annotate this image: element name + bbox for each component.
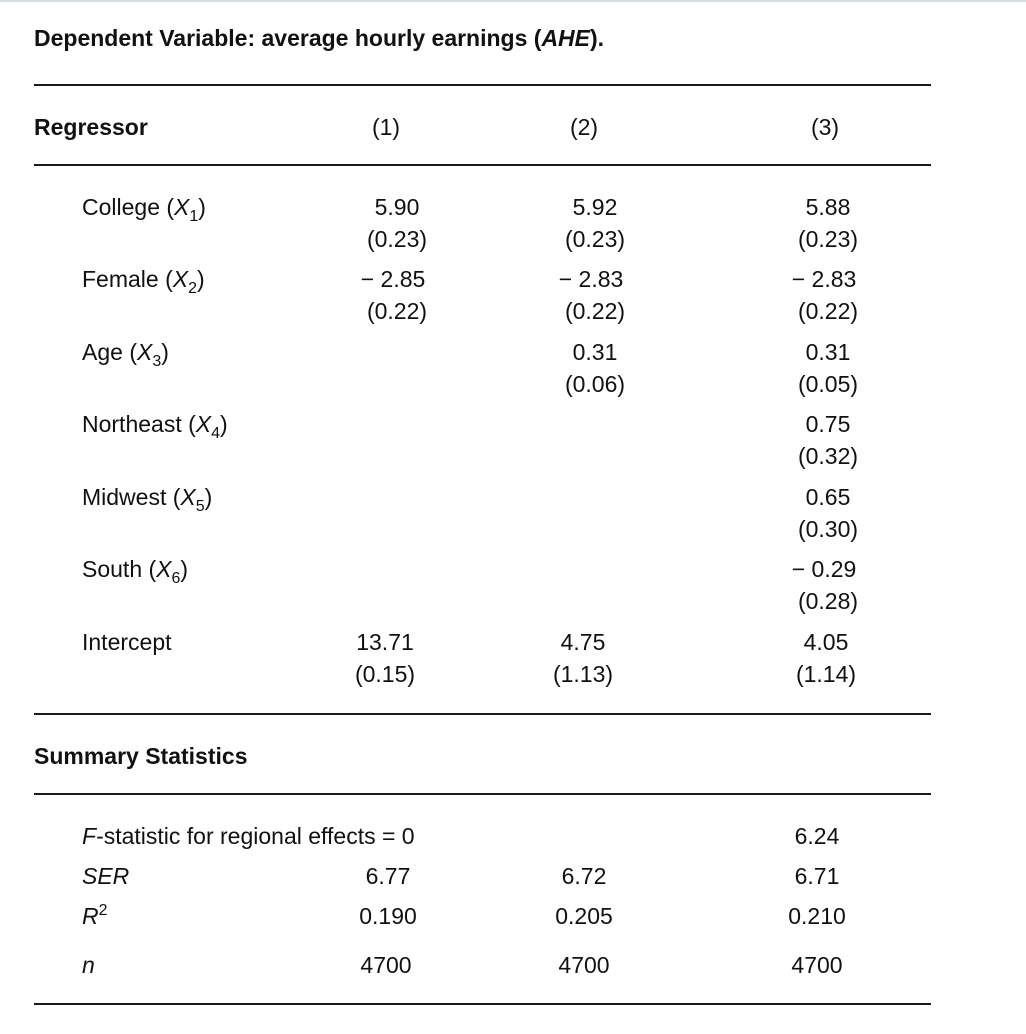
regressor-header: Regressor	[34, 114, 148, 140]
coef-value: 0.31	[805, 339, 851, 365]
cell-midwest-col3: 0.65 (0.30)	[798, 481, 858, 545]
se-value: (0.23)	[366, 226, 428, 252]
body-bottom-rule	[34, 713, 931, 715]
cell-intercept-col2: 4.75 (1.13)	[553, 626, 613, 690]
coef-value: 4.75	[560, 629, 606, 655]
se-value: (0.22)	[564, 298, 626, 324]
column-header-1: (1)	[371, 114, 401, 140]
regressor-label-intercept: Intercept	[82, 629, 172, 655]
window-top-border	[0, 0, 1026, 2]
cell-intercept-col3: 4.05 (1.14)	[796, 626, 856, 690]
n-label: n	[82, 952, 95, 978]
table-title: Dependent Variable: average hourly earni…	[34, 27, 604, 50]
header-rule	[34, 164, 931, 166]
coef-value: 5.92	[572, 194, 618, 220]
title-suffix: ).	[590, 25, 605, 51]
cell-age-col2: 0.31 (0.06)	[565, 336, 625, 400]
column-header-3: (3)	[810, 114, 840, 140]
regressor-label-female: Female (X2)	[82, 266, 205, 297]
cell-south-col3: − 0.29 (0.28)	[790, 553, 858, 617]
r2-col1: 0.190	[359, 903, 417, 929]
cell-female-col1: − 2.85 (0.22)	[359, 263, 427, 327]
se-value: (0.15)	[354, 661, 416, 687]
se-value: (0.22)	[366, 298, 428, 324]
se-value: (0.05)	[797, 371, 859, 397]
title-prefix: Dependent Variable: average hourly earni…	[34, 25, 542, 51]
summary-heading: Summary Statistics	[34, 743, 248, 769]
se-value: (0.06)	[564, 371, 626, 397]
ser-col3: 6.71	[794, 863, 840, 889]
regressor-label-age: Age (X3)	[82, 339, 169, 370]
cell-female-col3: − 2.83 (0.22)	[790, 263, 858, 327]
ser-label: SER	[82, 863, 130, 889]
se-value: (0.23)	[797, 226, 859, 252]
se-value: (0.28)	[797, 588, 859, 614]
coef-value: − 0.29	[791, 556, 857, 582]
cell-college-col2: 5.92 (0.23)	[565, 191, 625, 255]
cell-intercept-col1: 13.71 (0.15)	[355, 626, 415, 690]
se-value: (1.14)	[795, 661, 857, 687]
regressor-label-northeast: Northeast (X4)	[82, 411, 228, 442]
regressor-label-midwest: Midwest (X5)	[82, 484, 213, 515]
se-value: (0.23)	[564, 226, 626, 252]
cell-college-col1: 5.90 (0.23)	[367, 191, 427, 255]
summary-rule	[34, 793, 931, 795]
fstat-label: F-statistic for regional effects = 0	[82, 823, 415, 849]
fstat-col3: 6.24	[794, 823, 840, 849]
n-col1: 4700	[360, 952, 412, 978]
r2-label: R2	[82, 902, 108, 929]
regressor-label-college: College (X1)	[82, 194, 206, 225]
cell-female-col2: − 2.83 (0.22)	[557, 263, 625, 327]
coef-value: − 2.83	[558, 266, 624, 292]
r2-col2: 0.205	[555, 903, 613, 929]
se-value: (0.30)	[797, 516, 859, 542]
ser-col2: 6.72	[561, 863, 607, 889]
coef-value: 0.75	[805, 411, 851, 437]
coef-value: 5.88	[805, 194, 851, 220]
coef-value: 13.71	[356, 629, 414, 655]
r2-col3: 0.210	[788, 903, 846, 929]
column-header-2: (2)	[569, 114, 599, 140]
n-col3: 4700	[791, 952, 843, 978]
cell-northeast-col3: 0.75 (0.32)	[798, 408, 858, 472]
se-value: (1.13)	[552, 661, 614, 687]
coef-value: 5.90	[374, 194, 420, 220]
coef-value: − 2.83	[791, 266, 857, 292]
ser-col1: 6.77	[365, 863, 411, 889]
se-value: (0.22)	[797, 298, 859, 324]
coef-value: 0.31	[572, 339, 618, 365]
cell-college-col3: 5.88 (0.23)	[798, 191, 858, 255]
coef-value: 4.05	[803, 629, 849, 655]
top-rule	[34, 84, 931, 86]
bottom-rule	[34, 1003, 931, 1005]
se-value: (0.32)	[797, 443, 859, 469]
regressor-label-south: South (X6)	[82, 556, 189, 587]
coef-value: 0.65	[805, 484, 851, 510]
coef-value: − 2.85	[360, 266, 426, 292]
n-col2: 4700	[558, 952, 610, 978]
cell-age-col3: 0.31 (0.05)	[798, 336, 858, 400]
title-abbr: AHE	[541, 25, 590, 51]
